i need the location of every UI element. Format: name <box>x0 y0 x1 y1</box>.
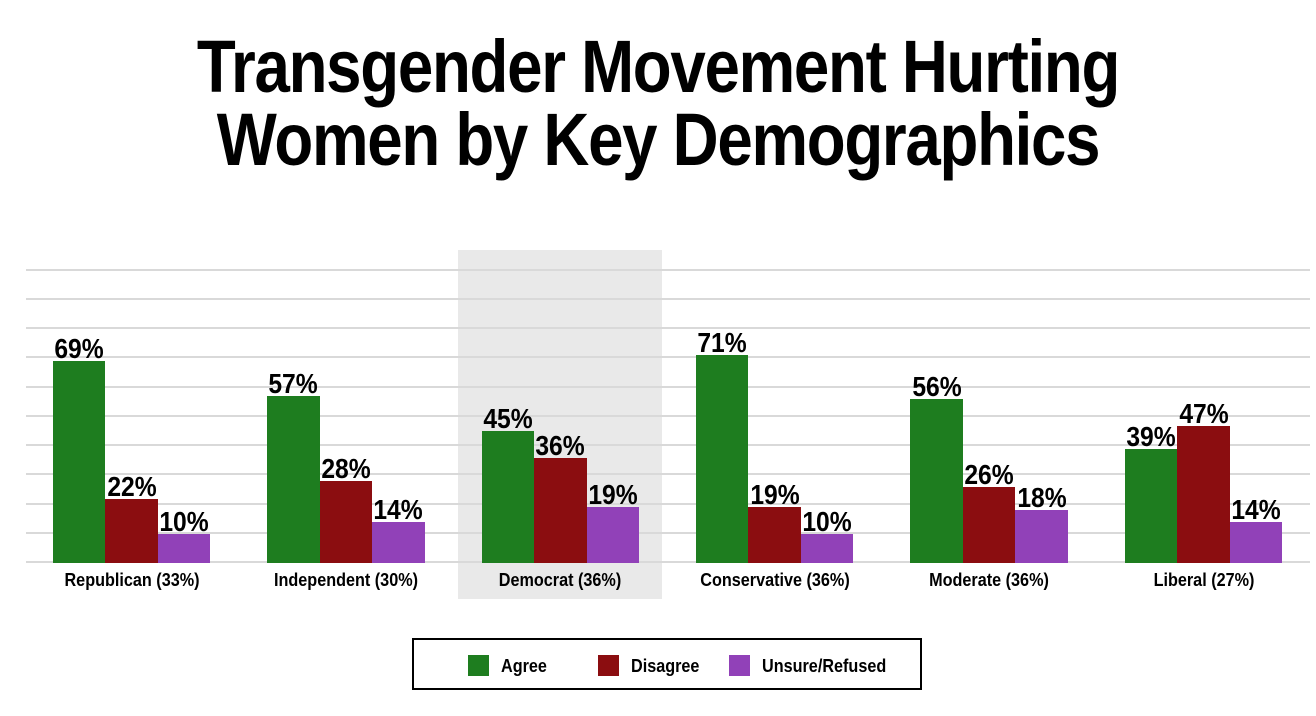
value-label-disagree-liberal-27: 47% <box>1178 397 1229 429</box>
gridline-40 <box>26 444 1310 446</box>
category-label-republican-33: Republican (33%) <box>63 570 200 590</box>
bar-agree-democrat-36 <box>481 431 535 563</box>
gridline-70 <box>26 356 1310 359</box>
bar-agree-independent-30 <box>267 396 320 563</box>
bar-disagree-republican-33 <box>105 498 158 563</box>
category-label-conservative-36: Conservative (36%) <box>699 570 850 590</box>
legend-swatch-disagree <box>598 655 619 676</box>
value-label-agree-independent-30: 57% <box>268 368 319 400</box>
gridline-30 <box>26 473 1310 476</box>
bar-unsure-refused-moderate-36 <box>1015 510 1068 563</box>
bar-unsure-refused-liberal-27 <box>1229 522 1283 563</box>
bar-agree-liberal-27 <box>1124 448 1178 563</box>
bar-disagree-liberal-27 <box>1177 425 1230 563</box>
value-label-disagree-conservative-36: 19% <box>750 479 800 511</box>
legend-swatch-agree <box>468 655 489 676</box>
value-label-disagree-independent-30: 28% <box>321 453 371 485</box>
bar-agree-conservative-36 <box>695 355 749 563</box>
legend-swatch-unsure-refused <box>729 655 750 676</box>
value-label-disagree-republican-33: 22% <box>106 470 157 502</box>
value-label-agree-liberal-27: 39% <box>1126 420 1176 452</box>
bar-unsure-refused-conservative-36 <box>800 533 854 563</box>
gridline-50 <box>26 414 1310 417</box>
value-label-unsure-refused-conservative-36: 10% <box>802 505 852 537</box>
legend-label-disagree: Disagree <box>631 656 700 676</box>
value-label-agree-moderate-36: 56% <box>911 371 962 403</box>
chart-title-line-2: Women by Key Demographics <box>216 98 1101 181</box>
gridline-0 <box>26 561 1310 563</box>
chart-title: Transgender Movement Hurting Women by Ke… <box>92 25 1224 181</box>
value-label-unsure-refused-republican-33: 10% <box>159 505 209 537</box>
legend-label-unsure-refused: Unsure/Refused <box>762 656 887 676</box>
chart-title-line-1: Transgender Movement Hurting <box>196 25 1120 108</box>
value-label-disagree-moderate-36: 26% <box>964 458 1014 490</box>
value-label-disagree-democrat-36: 36% <box>535 429 585 461</box>
bar-disagree-democrat-36 <box>534 457 587 563</box>
value-label-unsure-refused-liberal-27: 14% <box>1231 494 1281 526</box>
legend-label-agree: Agree <box>501 656 547 676</box>
gridline-100 <box>26 268 1310 271</box>
value-label-agree-conservative-36: 71% <box>697 327 747 359</box>
gridline-10 <box>26 531 1310 534</box>
value-label-unsure-refused-moderate-36: 18% <box>1016 482 1067 514</box>
bar-unsure-refused-republican-33 <box>157 533 211 563</box>
gridline-20 <box>26 502 1310 505</box>
legend: Agree Disagree Unsure/Refused <box>412 638 922 690</box>
bar-agree-republican-33 <box>52 361 106 563</box>
category-label-liberal-27: Liberal (27%) <box>1153 570 1254 590</box>
bar-agree-moderate-36 <box>910 399 963 563</box>
gridline-90 <box>26 297 1310 300</box>
bar-disagree-conservative-36 <box>748 507 801 563</box>
bar-disagree-moderate-36 <box>962 486 1016 563</box>
bar-disagree-independent-30 <box>319 481 373 563</box>
value-label-unsure-refused-democrat-36: 19% <box>588 479 638 511</box>
value-label-agree-democrat-36: 45% <box>483 403 533 435</box>
category-label-independent-30: Independent (30%) <box>273 570 418 590</box>
value-label-unsure-refused-independent-30: 14% <box>373 494 424 526</box>
bar-unsure-refused-independent-30 <box>372 522 425 563</box>
value-label-agree-republican-33: 69% <box>54 333 104 365</box>
gridline-80 <box>26 327 1310 329</box>
category-label-democrat-36: Democrat (36%) <box>499 570 622 590</box>
gridline-60 <box>26 385 1310 388</box>
bar-unsure-refused-democrat-36 <box>586 507 640 563</box>
category-label-moderate-36: Moderate (36%) <box>929 570 1049 590</box>
